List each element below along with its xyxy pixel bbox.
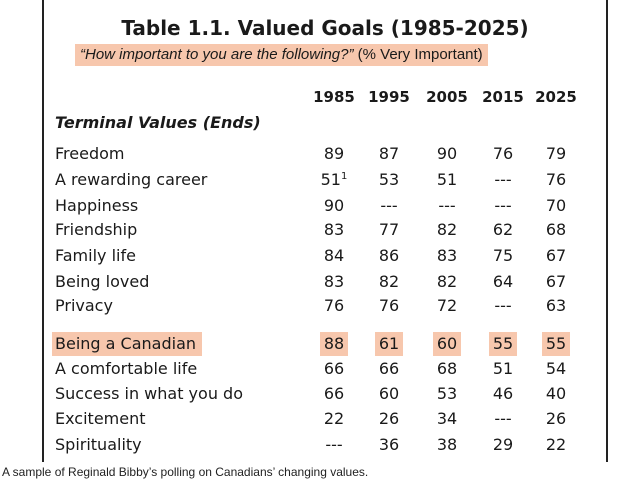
footnote-marker: 1: [340, 171, 348, 182]
cell-2005: 83: [436, 246, 458, 265]
table-row: A comfortable life 66 66 68 51 54: [44, 357, 604, 381]
cell-2025: 26: [545, 409, 567, 428]
table-row: Happiness 90 --- --- --- 70: [44, 194, 604, 218]
cell-2005: ---: [438, 196, 456, 215]
cell-2025: 22: [545, 435, 567, 454]
cell-1985: 90: [323, 196, 345, 215]
table-row: Spirituality --- 36 38 29 22: [44, 433, 604, 457]
cell-1985: ---: [325, 435, 343, 454]
cell-1985: 76: [323, 296, 345, 315]
cell-2015: ---: [494, 409, 512, 428]
cell-2005: 34: [436, 409, 458, 428]
cell-1985: 84: [323, 246, 345, 265]
cell-2015: 51: [492, 359, 514, 378]
table-row: Being a Canadian 88 61 60 55 55: [44, 332, 604, 356]
cell-2005: 82: [436, 272, 458, 291]
cell-2015: ---: [494, 170, 512, 189]
section-label: Terminal Values (Ends): [55, 113, 261, 132]
image-caption: A sample of Reginald Bibby’s polling on …: [2, 465, 369, 479]
cell-1995: 61: [375, 332, 403, 356]
subtitle-question: “How important to you are the following?…: [80, 46, 354, 63]
cell-1985: 22: [323, 409, 345, 428]
cell-2025: 67: [545, 246, 567, 265]
cell-1985: 511: [320, 170, 348, 189]
row-label: Friendship: [55, 220, 138, 239]
cell-1995: 86: [378, 246, 400, 265]
table-row: Privacy 76 76 72 --- 63: [44, 294, 604, 318]
cell-2005: 51: [436, 170, 458, 189]
row-label: Being a Canadian: [52, 332, 203, 356]
cell-2015: 76: [492, 144, 514, 163]
cell-2025: 63: [545, 296, 567, 315]
row-label: Family life: [55, 246, 136, 265]
cell-2015: 46: [492, 384, 514, 403]
cell-1995: 82: [378, 272, 400, 291]
cell-1985: 66: [323, 359, 345, 378]
cell-2025: 67: [545, 272, 567, 291]
table-row: Family life 84 86 83 75 67: [44, 244, 604, 268]
year-header-2005: 2005: [426, 88, 468, 106]
subtitle-unit: (% Very Important): [357, 46, 483, 63]
row-label: A comfortable life: [55, 359, 198, 378]
row-label: Success in what you do: [55, 384, 243, 403]
cell-2015: 62: [492, 220, 514, 239]
cell-2025: 79: [545, 144, 567, 163]
cell-2015: ---: [494, 196, 512, 215]
cell-1995: 77: [378, 220, 400, 239]
cell-2025: 40: [545, 384, 567, 403]
table-row: A rewarding career 511 53 51 --- 76: [44, 168, 604, 192]
cell-2005: 90: [436, 144, 458, 163]
cell-2025: 76: [545, 170, 567, 189]
cell-1985: 83: [323, 272, 345, 291]
row-label: Privacy: [55, 296, 113, 315]
cell-1995: 53: [378, 170, 400, 189]
row-label: Spirituality: [55, 435, 142, 454]
year-header-1995: 1995: [368, 88, 410, 106]
cell-2005: 72: [436, 296, 458, 315]
cell-1995: 66: [378, 359, 400, 378]
cell-2025: 55: [542, 332, 570, 356]
row-label: Being loved: [55, 272, 150, 291]
year-header-1985: 1985: [313, 88, 355, 106]
cell-2005: 38: [436, 435, 458, 454]
cell-2015: 55: [489, 332, 517, 356]
cell-1995: 26: [378, 409, 400, 428]
cell-2025: 54: [545, 359, 567, 378]
cell-2015: ---: [494, 296, 512, 315]
table-row: Freedom 89 87 90 76 79: [44, 142, 604, 166]
cell-2005: 82: [436, 220, 458, 239]
row-label: Freedom: [55, 144, 125, 163]
table-image: Table 1.1. Valued Goals (1985-2025) “How…: [42, 0, 608, 462]
cell-1985: 83: [323, 220, 345, 239]
cell-2005: 53: [436, 384, 458, 403]
year-header-2025: 2025: [535, 88, 577, 106]
cell-1995: 87: [378, 144, 400, 163]
year-header-2015: 2015: [482, 88, 524, 106]
cell-1995: 76: [378, 296, 400, 315]
cell-2015: 64: [492, 272, 514, 291]
table-row: Success in what you do 66 60 53 46 40: [44, 382, 604, 406]
cell-1985: 66: [323, 384, 345, 403]
table-subtitle: “How important to you are the following?…: [75, 44, 488, 66]
table-row: Friendship 83 77 82 62 68: [44, 218, 604, 242]
table-row: Excitement 22 26 34 --- 26: [44, 407, 604, 431]
cell-2025: 70: [545, 196, 567, 215]
cell-1985: 88: [320, 332, 348, 356]
cell-1985: 89: [323, 144, 345, 163]
row-label: Excitement: [55, 409, 146, 428]
table-row: Being loved 83 82 82 64 67: [44, 270, 604, 294]
cell-2015: 29: [492, 435, 514, 454]
cell-1995: 60: [378, 384, 400, 403]
row-label: A rewarding career: [55, 170, 208, 189]
cell-2025: 68: [545, 220, 567, 239]
cell-2005: 60: [433, 332, 461, 356]
cell-2005: 68: [436, 359, 458, 378]
table-title: Table 1.1. Valued Goals (1985-2025): [121, 16, 529, 40]
cell-1995: 36: [378, 435, 400, 454]
row-label: Happiness: [55, 196, 139, 215]
cell-1995: ---: [380, 196, 398, 215]
cell-2015: 75: [492, 246, 514, 265]
